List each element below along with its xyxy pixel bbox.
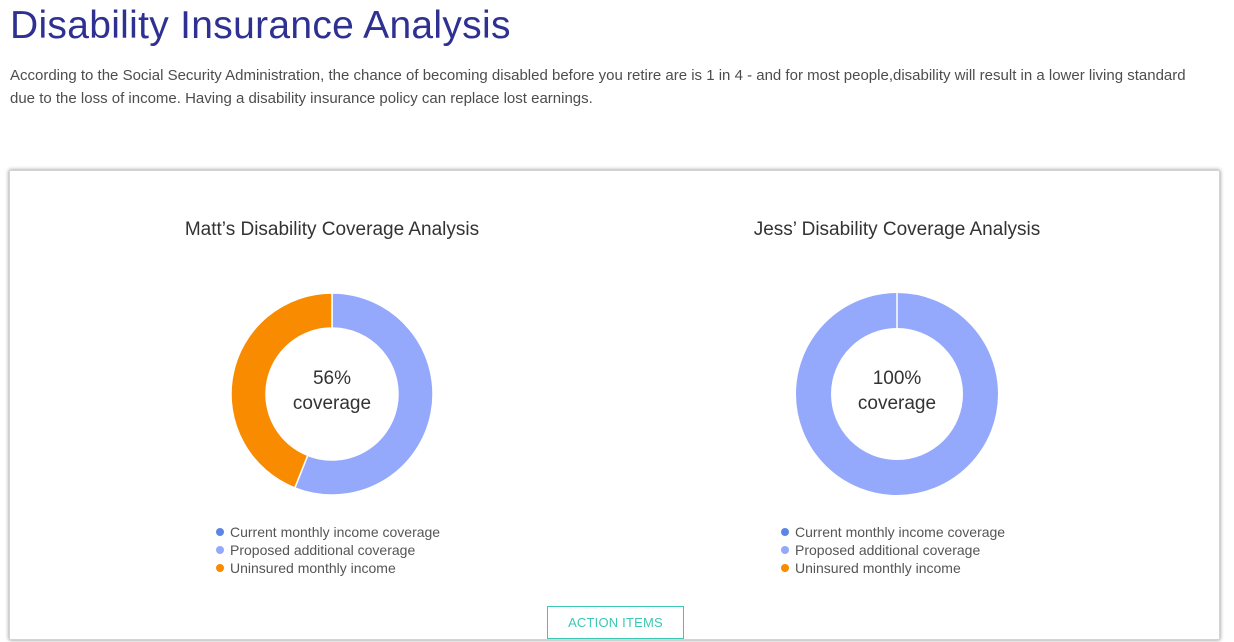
legend-label-proposed: Proposed additional coverage [230,542,416,558]
legend-label-current: Current monthly income coverage [230,524,441,540]
matt-donut-chart [230,292,434,496]
jess-donut-chart [796,293,998,495]
intro-text: According to the Social Security Adminis… [10,67,1186,107]
legend-item-current[interactable]: Current monthly income coverage [781,523,1005,541]
legend-dot-proposed [781,546,789,554]
action-items-button[interactable]: ACTION ITEMS [547,606,684,639]
page-title: Disability Insurance Analysis [10,4,511,47]
legend-item-uninsured[interactable]: Uninsured monthly income [781,559,1005,577]
jess-coverage-center: 100% coverage [795,366,999,416]
jess-legend: Current monthly income coverage Proposed… [781,523,1005,577]
legend-dot-uninsured [781,564,789,572]
legend-label-proposed: Proposed additional coverage [795,542,981,558]
legend-dot-current [216,528,224,536]
legend-dot-current [781,528,789,536]
legend-label-uninsured: Uninsured monthly income [795,560,961,576]
matt-chart-title: Matt’s Disability Coverage Analysis [184,219,480,240]
legend-label-uninsured: Uninsured monthly income [230,560,396,576]
matt-coverage-center: 56% coverage [230,366,434,416]
coverage-card: Matt’s Disability Coverage Analysis 56% … [9,170,1220,640]
legend-item-uninsured[interactable]: Uninsured monthly income [216,559,440,577]
matt-slice-proposed[interactable] [293,292,434,496]
legend-item-current[interactable]: Current monthly income coverage [216,523,440,541]
legend-item-proposed[interactable]: Proposed additional coverage [781,541,1005,559]
matt-coverage-label: coverage [292,393,372,414]
jess-coverage-value: 100% [872,368,922,389]
jess-coverage-label: coverage [857,393,937,414]
jess-coverage-panel: Jess’ Disability Coverage Analysis 100% … [597,171,1197,601]
matt-legend: Current monthly income coverage Proposed… [216,523,440,577]
legend-dot-uninsured [216,564,224,572]
jess-chart-title: Jess’ Disability Coverage Analysis [753,219,1041,240]
matt-coverage-value: 56% [312,368,352,389]
legend-label-current: Current monthly income coverage [795,524,1006,540]
legend-item-proposed[interactable]: Proposed additional coverage [216,541,440,559]
matt-coverage-panel: Matt’s Disability Coverage Analysis 56% … [32,171,632,601]
legend-dot-proposed [216,546,224,554]
matt-slice-uninsured[interactable] [230,292,333,489]
